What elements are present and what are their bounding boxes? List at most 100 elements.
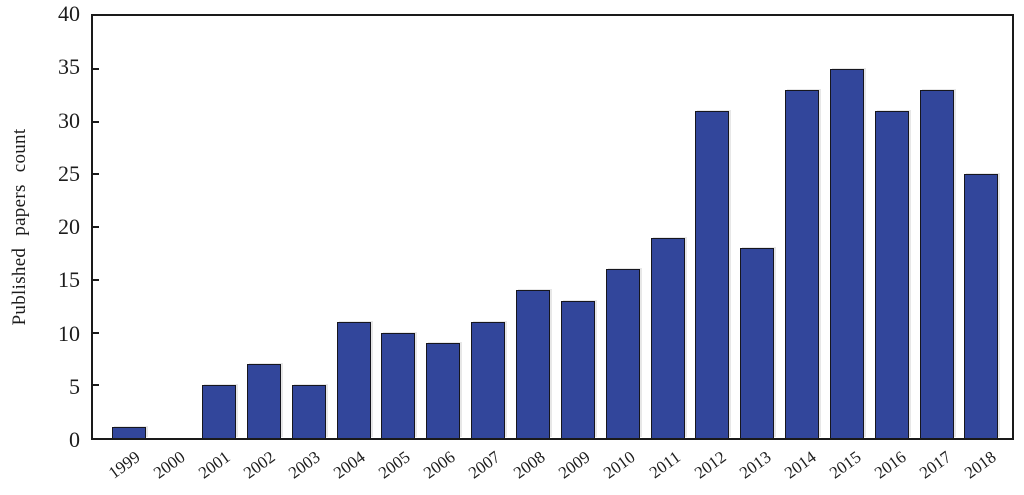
- x-slot: 1999: [105, 440, 150, 495]
- x-tick-label: 2002: [239, 447, 279, 483]
- x-tick-label: 2015: [825, 447, 865, 483]
- bars: [93, 16, 1012, 438]
- bar-slot: [780, 16, 825, 438]
- x-tick-label: 2011: [645, 447, 685, 483]
- x-tick-label: 2018: [960, 447, 1000, 483]
- bar-2007: [471, 321, 506, 438]
- y-tick-label: 40: [58, 1, 80, 26]
- x-tick-label: 2000: [149, 447, 189, 483]
- x-tick-label: 2013: [735, 447, 775, 483]
- bar-2001: [202, 385, 237, 438]
- bar-slot: [825, 16, 870, 438]
- x-slot: 2005: [375, 440, 420, 495]
- bar-2006: [426, 343, 461, 438]
- x-tick-label: 2009: [555, 447, 594, 483]
- bar-2017: [919, 89, 954, 438]
- x-slot: 2000: [150, 440, 195, 495]
- x-tick-label: 2006: [420, 447, 459, 483]
- y-tick-mark: [93, 67, 99, 70]
- x-slot: 2009: [555, 440, 600, 495]
- bar-slot: [286, 16, 331, 438]
- x-slot: 2010: [600, 440, 646, 495]
- y-tick-label: 30: [58, 107, 80, 133]
- bar-2005: [381, 332, 416, 438]
- bar-slot: [242, 16, 287, 438]
- x-tick-label: 2005: [375, 447, 414, 483]
- bar-slot: [735, 16, 780, 438]
- bar-slot: [331, 16, 376, 438]
- bar-2015: [829, 68, 864, 438]
- x-slot: 2006: [420, 440, 465, 495]
- x-slot: 2007: [465, 440, 510, 495]
- plot-area: [91, 14, 1014, 440]
- x-tick-label: 2010: [600, 447, 640, 483]
- bar-slot: [869, 16, 914, 438]
- x-slot: 2018: [961, 440, 1006, 495]
- bar-2011: [650, 237, 685, 438]
- bar-2013: [740, 248, 775, 438]
- bar-slot: [959, 16, 1004, 438]
- bar-slot: [466, 16, 511, 438]
- y-tick-label: 20: [58, 214, 80, 239]
- bar-2010: [605, 269, 640, 438]
- bar-slot: [600, 16, 645, 438]
- y-tick-mark: [93, 226, 99, 228]
- y-tick-mark: [93, 120, 99, 123]
- y-tick-mark: [93, 384, 99, 387]
- y-tick-label: 0: [69, 427, 80, 452]
- x-tick-label: 2014: [780, 447, 820, 483]
- y-axis: 0 5 10 15 20 25 30 35 40: [0, 3, 88, 451]
- bar-2009: [560, 300, 595, 438]
- x-tick-label: 2017: [915, 447, 955, 483]
- x-slot: 2013: [735, 440, 781, 495]
- x-tick-label: 2001: [194, 447, 234, 483]
- bar-2016: [874, 110, 909, 438]
- x-slot: 2008: [510, 440, 555, 495]
- x-tick-label: 2004: [330, 447, 369, 483]
- bar-2014: [785, 89, 820, 438]
- x-slot: 2011: [646, 440, 691, 495]
- bar-2012: [695, 110, 730, 438]
- x-tick-label: 2016: [870, 447, 910, 483]
- x-slot: 2015: [826, 440, 871, 495]
- x-slot: 2014: [781, 440, 826, 495]
- bar-2004: [336, 321, 371, 438]
- x-slot: 2002: [240, 440, 285, 495]
- y-tick-label: 35: [58, 54, 80, 80]
- bar-slot: [555, 16, 600, 438]
- x-slot: 2004: [330, 440, 375, 495]
- bar-2008: [516, 290, 551, 438]
- x-tick-label: 2007: [465, 447, 504, 483]
- bar-slot: [152, 16, 197, 438]
- y-tick-mark: [93, 331, 99, 334]
- x-tick-label: 2003: [285, 447, 324, 483]
- bar-slot: [511, 16, 556, 438]
- bar-slot: [376, 16, 421, 438]
- bar-slot: [421, 16, 466, 438]
- bar-1999: [112, 427, 147, 438]
- y-tick-label: 10: [58, 320, 80, 346]
- bar-slot: [107, 16, 152, 438]
- x-slot: 2001: [195, 440, 240, 495]
- bar-slot: [645, 16, 690, 438]
- x-axis-labels: 1999 2000 2001 2002 2003 2004 2005 2006 2007 2008…: [91, 440, 1014, 495]
- x-slot: 2003: [285, 440, 330, 495]
- y-tick-label: 15: [58, 267, 80, 293]
- y-tick-mark: [93, 278, 99, 281]
- y-tick-label: 5: [69, 373, 80, 399]
- bar-slot: [690, 16, 735, 438]
- x-slot: 2012: [690, 440, 736, 495]
- y-tick-mark: [93, 173, 99, 176]
- x-slot: 2016: [871, 440, 916, 495]
- x-tick-label: 1999: [104, 447, 144, 483]
- x-tick-label: 2012: [690, 447, 730, 483]
- bar-slot: [197, 16, 242, 438]
- y-tick-label: 25: [58, 160, 80, 186]
- bar-2003: [291, 385, 326, 438]
- x-slot: 2017: [916, 440, 961, 495]
- x-tick-label: 2008: [510, 447, 549, 483]
- bar-slot: [914, 16, 959, 438]
- bar-2018: [964, 174, 999, 438]
- bar-2002: [246, 364, 281, 438]
